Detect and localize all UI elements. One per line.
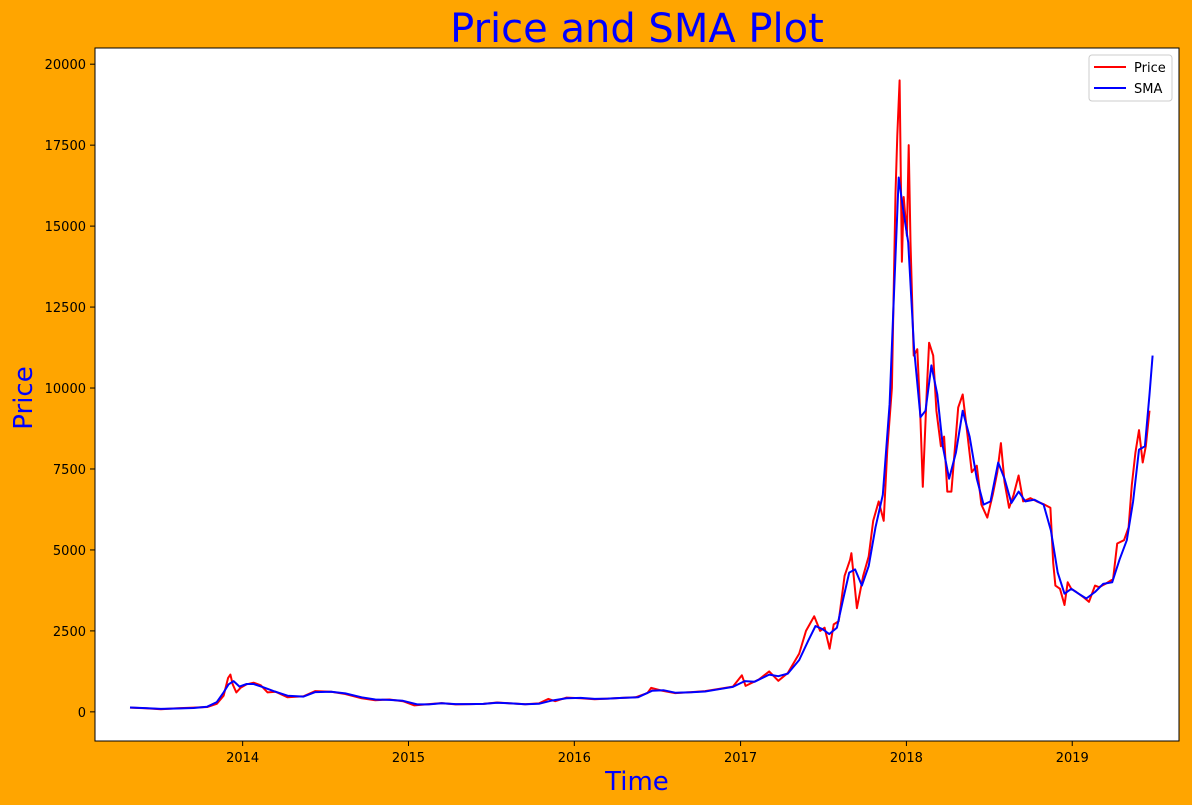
x-axis-label: Time — [604, 767, 669, 797]
chart-title: Price and SMA Plot — [450, 6, 824, 52]
y-tick-label: 5000 — [53, 544, 86, 559]
legend-sma-label: SMA — [1134, 82, 1162, 97]
legend-price-label: Price — [1134, 61, 1166, 76]
x-tick-label: 2018 — [890, 751, 923, 766]
y-axis: 0 2500 5000 7500 10000 12500 15000 17500 20000 — [45, 58, 95, 721]
y-tick-label: 12500 — [45, 301, 86, 316]
y-tick-label: 2500 — [53, 625, 86, 640]
y-tick-label: 15000 — [45, 220, 86, 235]
y-axis-label: Price — [9, 366, 39, 429]
x-tick-label: 2016 — [558, 751, 591, 766]
x-tick-label: 2017 — [724, 751, 757, 766]
series-layer — [129, 79, 1154, 711]
x-axis: 2014 2015 2016 2017 2018 2019 — [226, 741, 1089, 766]
x-tick-label: 2015 — [392, 751, 425, 766]
y-tick-label: 0 — [78, 706, 86, 721]
y-tick-label: 7500 — [53, 463, 86, 478]
plot-area — [94, 47, 1180, 742]
y-tick-label: 20000 — [45, 58, 86, 73]
legend: Price SMA — [1088, 54, 1173, 102]
x-tick-label: 2019 — [1056, 751, 1089, 766]
series-line-sma — [129, 176, 1154, 710]
y-tick-label: 10000 — [45, 382, 86, 397]
y-tick-label: 17500 — [45, 139, 86, 154]
x-tick-label: 2014 — [226, 751, 259, 766]
